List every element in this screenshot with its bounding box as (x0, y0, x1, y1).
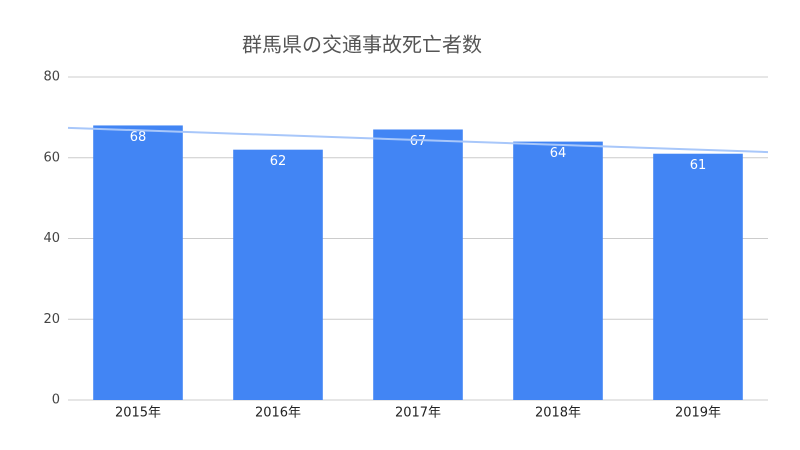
chart-title: 群馬県の交通事故死亡者数 (242, 33, 482, 57)
y-tick-label: 80 (43, 70, 60, 85)
bar (93, 125, 183, 400)
x-tick-label: 2017年 (395, 406, 441, 421)
y-tick-label: 60 (43, 150, 60, 165)
y-tick-label: 20 (43, 312, 60, 327)
trendline (67, 126, 769, 154)
y-tick-label: 0 (52, 393, 60, 408)
x-tick-label: 2015年 (115, 406, 161, 421)
bar (513, 141, 603, 400)
y-tick-label: 40 (43, 231, 60, 246)
data-label: 61 (690, 158, 707, 173)
data-label: 67 (410, 134, 427, 149)
bar (653, 153, 743, 400)
x-tick-label: 2018年 (535, 406, 581, 421)
data-label: 64 (550, 146, 567, 161)
bar (233, 149, 323, 400)
x-tick-label: 2016年 (255, 406, 301, 421)
data-label: 62 (270, 154, 287, 169)
x-tick-label: 2019年 (675, 406, 721, 421)
data-label: 68 (130, 130, 147, 145)
bar (373, 129, 463, 401)
